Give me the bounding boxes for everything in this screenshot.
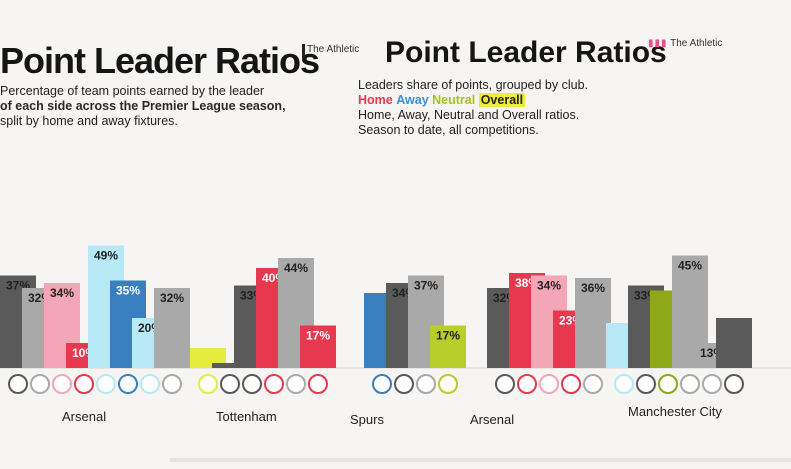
club-crest-icon [658,374,678,394]
brand-dots-icon: ▮▮▮ [648,38,668,49]
club-crest-icon [724,374,744,394]
group-label-0: Arsenal [62,409,107,424]
data-label-0-2: 34% [50,286,74,300]
club-crest-icon [242,374,262,394]
club-crest-icon [495,374,515,394]
club-crest-icon [636,374,656,394]
subtitle-right: Leaders share of points, grouped by club… [358,78,748,138]
club-crest-icon [517,374,537,394]
club-crest-icon [8,374,28,394]
club-crest-icon [74,374,94,394]
club-crest-icon [583,374,603,394]
legend-keys: Home Away Neutral Overall [358,93,748,108]
club-crest-icon [561,374,581,394]
club-crest-icon [52,374,72,394]
legend-key-overall: Overall [478,93,526,107]
data-label-0-7: 32% [160,291,184,305]
bottom-divider [170,458,791,462]
club-crest-icon [198,374,218,394]
club-crest-icon [162,374,182,394]
club-crest-icon [680,374,700,394]
club-crest-icon [372,374,392,394]
club-crest-icon [308,374,328,394]
group-label-2: Spurs [350,412,384,427]
club-crest-icon [614,374,634,394]
club-crest-icon [394,374,414,394]
data-label-1-4: 44% [284,261,308,275]
club-crest-icon [539,374,559,394]
brand-mark-icon [302,44,305,58]
subtitle-left: Percentage of team points earned by the … [0,84,340,129]
data-label-2-2: 37% [414,279,438,293]
group-label-4: Manchester City [628,404,722,419]
group-label-3: Arsenal [470,412,515,427]
bar-1-5 [300,325,336,368]
data-label-3-4: 36% [581,281,605,295]
subtitle-left-line-3: split by home and away fixtures. [0,114,178,128]
page-title-left: Point Leader Ratios [0,40,320,81]
bar-0-7 [154,288,190,368]
legend-key-away: Away [396,93,429,107]
club-crest-icon [220,374,240,394]
bar-1-1 [212,363,248,368]
data-label-0-4: 49% [94,249,118,263]
club-crest-icon [140,374,160,394]
legend-key-home: Home [358,93,393,107]
data-label-2-3: 17% [436,329,460,343]
group-label-1: Tottenham [216,409,277,424]
data-label-1-5: 17% [306,329,330,343]
brand-name-right: The Athletic [670,38,723,49]
bar-3-4 [575,278,611,368]
subtitle-right-line-1: Leaders share of points, grouped by club… [358,78,589,92]
subtitle-right-line-3: Season to date, all competitions. [358,123,539,137]
brand-name-left: The Athletic [307,44,360,55]
data-label-0-5: 35% [116,284,140,298]
bar-2-3 [430,325,466,368]
subtitle-left-line-2: of each side across the Premier League s… [0,99,286,113]
data-label-4-3: 45% [678,259,702,273]
club-crest-icon [30,374,50,394]
club-crest-icon [96,374,116,394]
bar-4-5 [716,318,752,368]
brand-logo-left: The Athletic [302,44,362,58]
subtitle-right-line-2: Home, Away, Neutral and Overall ratios. [358,108,580,122]
club-crest-icon [438,374,458,394]
club-crest-icon [118,374,138,394]
brand-logo-right: ▮▮▮ The Athletic [648,38,722,49]
club-crest-icon [416,374,436,394]
subtitle-left-line-1: Percentage of team points earned by the … [0,84,265,98]
club-crest-icon [702,374,722,394]
data-label-3-2: 34% [537,279,561,293]
page-title-right: Point Leader Ratios [385,36,667,69]
club-crest-icon [286,374,306,394]
legend-key-neutral: Neutral [432,93,476,107]
club-crest-icon [264,374,284,394]
